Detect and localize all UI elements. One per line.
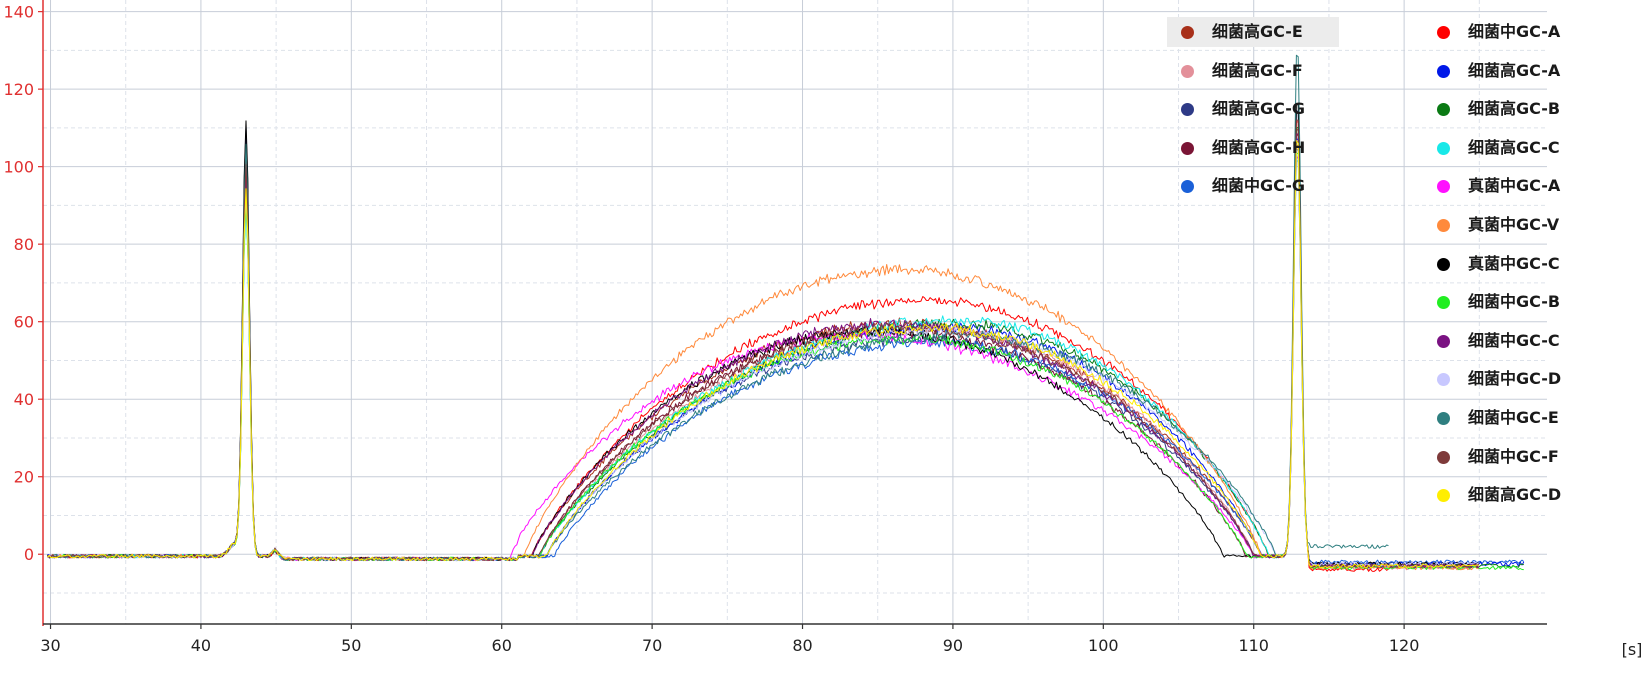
y-tick-label: 100: [3, 158, 34, 177]
x-tick-label: 30: [40, 636, 60, 655]
legend-item[interactable]: 细菌中GC-A: [1423, 17, 1573, 47]
y-tick-label: 60: [14, 313, 34, 332]
series-line: [47, 119, 1480, 569]
legend-label: 细菌高GC-H: [1212, 137, 1306, 157]
legend-label: 真菌中GC-A: [1468, 176, 1561, 196]
legend-swatch-icon: [1437, 296, 1450, 310]
legend-item[interactable]: 真菌中GC-A: [1423, 171, 1573, 201]
legend-label: 真菌中GC-V: [1468, 215, 1560, 234]
legend-label: 细菌高GC-G: [1212, 99, 1306, 119]
y-tick-label: 120: [3, 80, 34, 99]
legend-label: 细菌中GC-D: [1468, 369, 1562, 389]
legend-label: 细菌中GC-B: [1468, 292, 1561, 312]
legend-label: 细菌中GC-F: [1468, 446, 1559, 466]
legend-swatch-icon: [1437, 373, 1450, 387]
legend-label: 细菌中GC-E: [1468, 408, 1559, 427]
x-tick-label: 80: [792, 636, 812, 655]
legend-swatch-icon: [1437, 450, 1450, 464]
legend-item[interactable]: 真菌中GC-C: [1423, 249, 1573, 279]
legend-label: 细菌高GC-E: [1212, 22, 1303, 41]
legend-item[interactable]: 细菌高GC-A: [1423, 56, 1573, 86]
legend-item[interactable]: 细菌中GC-B: [1423, 287, 1573, 317]
legend-label: 细菌中GC-G: [1212, 176, 1306, 196]
legend-item[interactable]: 细菌高GC-C: [1423, 133, 1573, 163]
x-tick-label: 90: [943, 636, 963, 655]
legend-item[interactable]: 细菌高GC-G: [1167, 94, 1339, 124]
legend-label: 细菌高GC-D: [1468, 485, 1562, 505]
legend-label: 细菌高GC-A: [1468, 60, 1561, 80]
y-tick-label: 40: [14, 390, 34, 409]
legend-swatch-icon: [1181, 180, 1194, 194]
legend-swatch-icon: [1437, 334, 1450, 348]
x-tick-label: 50: [341, 636, 361, 655]
legend-item[interactable]: 细菌高GC-B: [1423, 94, 1573, 124]
legend-label: 细菌高GC-C: [1468, 137, 1560, 157]
legend-swatch-icon: [1437, 64, 1450, 78]
legend-item[interactable]: 细菌中GC-F: [1423, 442, 1573, 472]
y-tick-label: 20: [14, 468, 34, 487]
x-tick-label: 120: [1389, 636, 1420, 655]
legend-label: 细菌高GC-F: [1212, 60, 1303, 80]
legend-label: 细菌高GC-B: [1468, 99, 1561, 119]
x-tick-label: 70: [642, 636, 662, 655]
legend-swatch-icon: [1437, 257, 1450, 271]
legend-swatch-icon: [1437, 412, 1450, 425]
legend-label: 细菌中GC-C: [1468, 330, 1560, 350]
legend-item[interactable]: 细菌高GC-D: [1423, 480, 1573, 510]
legend-swatch-icon: [1437, 26, 1450, 39]
legend-label: 细菌中GC-A: [1468, 22, 1561, 41]
legend-swatch-icon: [1181, 103, 1194, 117]
y-tick-label: 80: [14, 235, 34, 254]
x-tick-label: 110: [1238, 636, 1269, 655]
legend-swatch-icon: [1437, 219, 1450, 232]
series-line: [47, 150, 1479, 567]
x-tick-label: 60: [492, 636, 512, 655]
legend-item[interactable]: 真菌中GC-V: [1423, 210, 1573, 240]
legend-swatch-icon: [1181, 26, 1194, 39]
y-tick-label: 140: [3, 3, 34, 22]
legend-label: 真菌中GC-C: [1468, 253, 1560, 273]
legend-swatch-icon: [1181, 64, 1194, 78]
legend-swatch-icon: [1437, 489, 1450, 503]
series-line: [47, 140, 1479, 569]
legend-item[interactable]: 细菌中GC-E: [1423, 403, 1573, 433]
legend-item[interactable]: 细菌中GC-G: [1167, 171, 1339, 201]
series-line: [47, 121, 1389, 572]
x-axis-unit-label: [s]: [1622, 640, 1643, 659]
legend-item[interactable]: 细菌高GC-F: [1167, 56, 1339, 86]
axes: 0 20 40 60 80 100 120 140 30 40 50 60 70 80 90 100 110 12…: [3, 0, 1547, 655]
legend-item[interactable]: 细菌高GC-E: [1167, 17, 1339, 47]
legend-item[interactable]: 细菌中GC-D: [1423, 364, 1573, 394]
x-tick-label: 100: [1088, 636, 1119, 655]
legend-swatch-icon: [1181, 141, 1194, 155]
legend-swatch-icon: [1437, 103, 1450, 117]
legend-item[interactable]: 细菌高GC-H: [1167, 133, 1339, 163]
legend-swatch-icon: [1437, 141, 1450, 155]
legend-swatch-icon: [1437, 180, 1450, 194]
y-tick-label: 0: [24, 545, 34, 564]
series-lines: [47, 54, 1525, 572]
legend-item[interactable]: 细菌中GC-C: [1423, 326, 1573, 356]
x-tick-label: 40: [191, 636, 211, 655]
